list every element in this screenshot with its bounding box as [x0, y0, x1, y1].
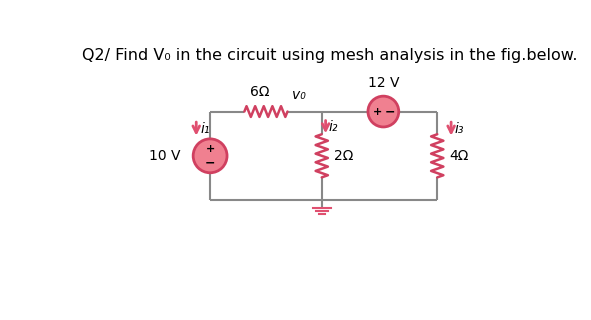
- Text: Q2/ Find V₀ in the circuit using mesh analysis in the fig.below.: Q2/ Find V₀ in the circuit using mesh an…: [82, 48, 577, 63]
- Text: 6Ω: 6Ω: [250, 85, 269, 99]
- Text: −: −: [205, 157, 215, 170]
- Text: +: +: [206, 144, 215, 154]
- Text: −: −: [384, 105, 395, 118]
- Text: i₂: i₂: [329, 120, 338, 134]
- Text: 4Ω: 4Ω: [450, 149, 469, 163]
- Text: 12 V: 12 V: [368, 76, 399, 90]
- Circle shape: [193, 139, 227, 173]
- Text: 2Ω: 2Ω: [334, 149, 353, 163]
- Text: 10 V: 10 V: [150, 149, 181, 163]
- Text: +: +: [373, 107, 382, 116]
- Text: i₁: i₁: [201, 122, 210, 136]
- Circle shape: [368, 96, 399, 127]
- Text: i₃: i₃: [455, 122, 465, 136]
- Text: v₀: v₀: [292, 88, 306, 102]
